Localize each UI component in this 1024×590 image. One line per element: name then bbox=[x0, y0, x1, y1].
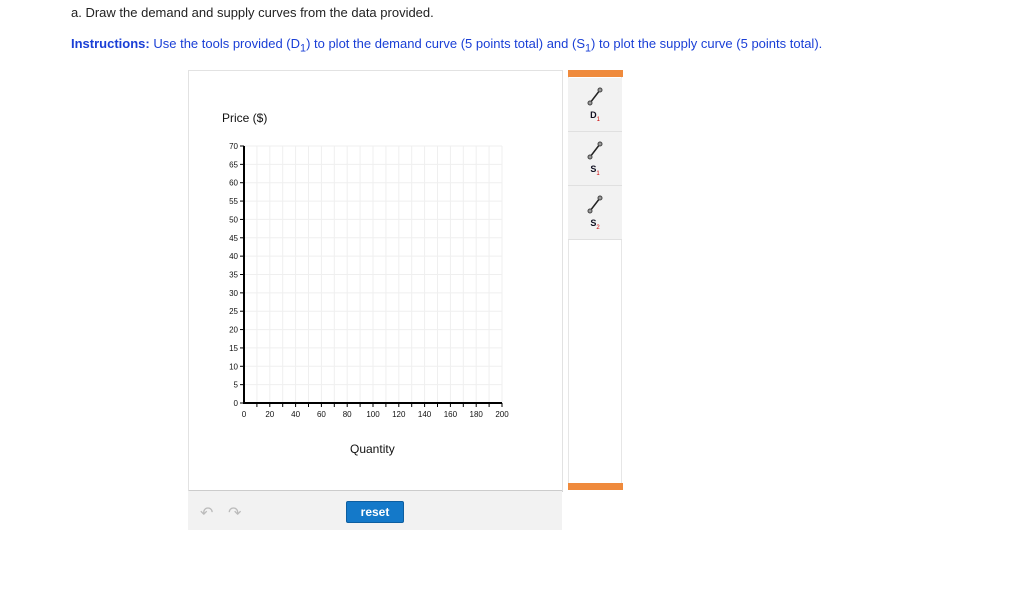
x-tick-label: 80 bbox=[343, 410, 352, 419]
tool-s1[interactable]: S1 bbox=[568, 132, 622, 186]
y-tick-label: 65 bbox=[229, 160, 238, 169]
y-tick-label: 55 bbox=[229, 197, 238, 206]
x-tick-label: 40 bbox=[291, 410, 300, 419]
x-axis-label: Quantity bbox=[350, 442, 395, 456]
y-tick-label: 40 bbox=[229, 252, 238, 261]
ins-t3: ) to plot the supply curve (5 points tot… bbox=[591, 36, 823, 51]
y-tick-label: 60 bbox=[229, 179, 238, 188]
y-tick-label: 15 bbox=[229, 344, 238, 353]
graph-panel bbox=[188, 70, 563, 492]
ins-s1: 1 bbox=[300, 42, 307, 55]
y-tick-label: 20 bbox=[229, 326, 238, 335]
x-tick-label: 200 bbox=[495, 410, 509, 419]
x-tick-label: 0 bbox=[242, 410, 247, 419]
y-tick-label: 45 bbox=[229, 234, 238, 243]
y-tick-label: 10 bbox=[229, 362, 238, 371]
line-tool-icon bbox=[587, 141, 603, 160]
scroll-up-button[interactable] bbox=[568, 70, 623, 77]
undo-icon[interactable]: ↶ bbox=[200, 505, 214, 522]
tool-label: D1 bbox=[590, 110, 600, 123]
scroll-down-button[interactable] bbox=[568, 483, 623, 490]
instructions-label: Instructions: bbox=[71, 36, 150, 51]
y-tick-label: 70 bbox=[229, 142, 238, 151]
redo-icon[interactable]: ↷ bbox=[228, 505, 242, 522]
tool-d1[interactable]: D1 bbox=[568, 78, 622, 132]
y-tick-label: 35 bbox=[229, 271, 238, 280]
y-axis-label: Price ($) bbox=[222, 111, 268, 125]
y-tick-label: 0 bbox=[234, 399, 239, 408]
tool-label: S2 bbox=[590, 218, 600, 231]
ins-s2: 1 bbox=[585, 42, 592, 55]
x-tick-label: 180 bbox=[470, 410, 484, 419]
x-tick-label: 60 bbox=[317, 410, 326, 419]
line-tool-icon bbox=[587, 87, 603, 106]
ins-t1: Use the tools provided (D bbox=[149, 36, 301, 51]
line-tool-icon bbox=[587, 195, 603, 214]
instructions: Instructions: Use the tools provided (D1… bbox=[71, 36, 822, 55]
question-text: a. Draw the demand and supply curves fro… bbox=[71, 5, 434, 20]
tool-label: S1 bbox=[590, 164, 600, 177]
x-tick-label: 120 bbox=[392, 410, 406, 419]
x-tick-label: 160 bbox=[444, 410, 458, 419]
tool-s2[interactable]: S2 bbox=[568, 186, 622, 240]
y-tick-label: 25 bbox=[229, 307, 238, 316]
x-tick-label: 20 bbox=[265, 410, 274, 419]
reset-button[interactable]: reset bbox=[346, 501, 404, 523]
y-tick-label: 50 bbox=[229, 215, 238, 224]
y-tick-label: 5 bbox=[234, 381, 239, 390]
x-tick-label: 100 bbox=[366, 410, 380, 419]
x-tick-label: 140 bbox=[418, 410, 432, 419]
ins-t2: ) to plot the demand curve (5 points tot… bbox=[306, 36, 585, 51]
y-tick-label: 30 bbox=[229, 289, 238, 298]
